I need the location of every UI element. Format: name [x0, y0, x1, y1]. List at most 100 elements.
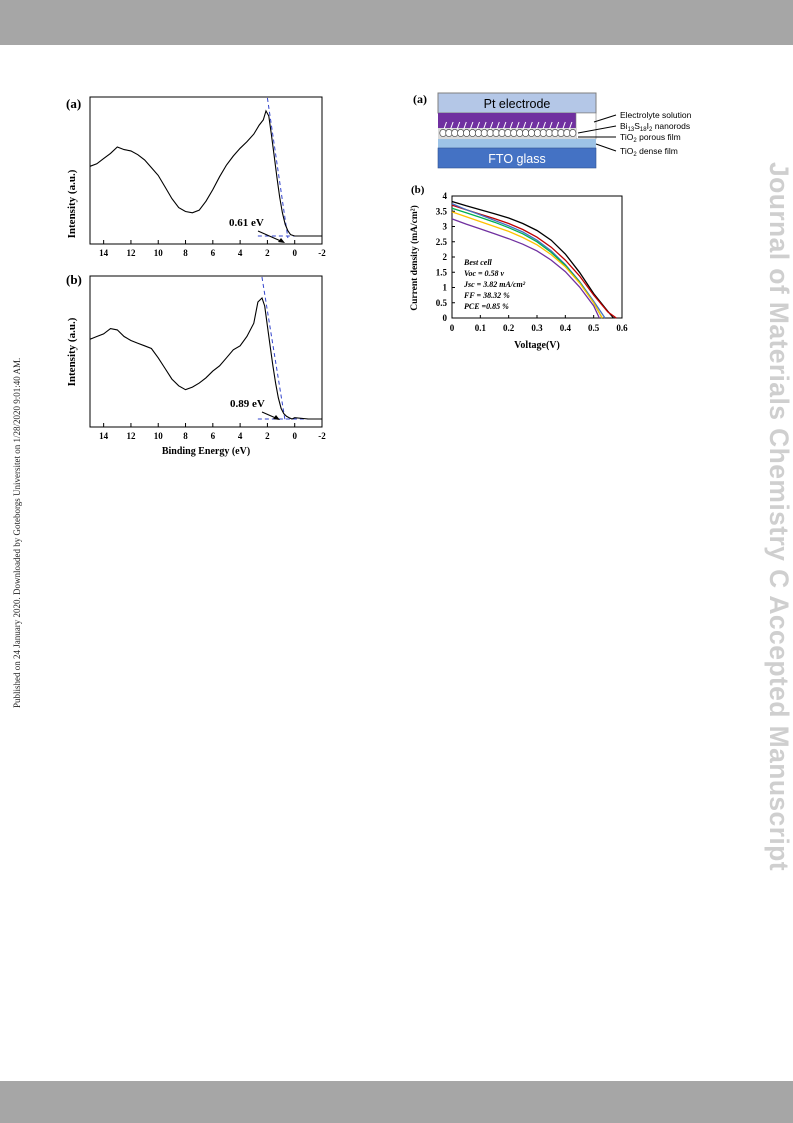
x-tick-label: 6 — [211, 431, 216, 441]
legend-line: Best cell — [463, 258, 493, 267]
callout-electrolyte: Electrolyte solution — [620, 110, 692, 120]
nanorod — [496, 121, 500, 130]
nanorod — [542, 121, 546, 130]
spectrum-line — [89, 296, 322, 420]
nanorod — [562, 121, 566, 130]
plot-frame — [89, 96, 323, 245]
nanorod — [502, 121, 507, 130]
y-tick-label: 1 — [443, 283, 448, 293]
x-tick-label: 6 — [211, 248, 216, 258]
nanoparticle — [439, 129, 447, 137]
nanoparticle-layer — [439, 121, 577, 137]
panel-label: (a) — [413, 92, 427, 106]
nanorod — [555, 121, 560, 130]
y-axis-label: Intensity (a.u.) — [66, 317, 78, 386]
legend: Best cell Voc = 0.58 v Jsc = 3.82 mA/cm²… — [463, 258, 526, 311]
x-axis-label: Binding Energy (eV) — [162, 446, 250, 457]
y-tick-label: 0 — [443, 313, 448, 323]
x-tick-label: 0.3 — [531, 323, 543, 333]
dashed-tangent — [266, 97, 289, 239]
panel-label: (a) — [66, 96, 81, 111]
y-tick-label: 2.5 — [436, 237, 448, 247]
nanoparticle — [510, 129, 518, 137]
x-ticks: 14 12 10 8 6 4 2 0 -2 — [99, 240, 326, 258]
y-axis-label: Current density (mA/cm²) — [409, 205, 420, 311]
nanorod — [456, 121, 461, 130]
fto-glass-label: FTO glass — [488, 152, 545, 166]
x-tick-label: 0.5 — [588, 323, 600, 333]
y-tick-label: 3 — [443, 222, 448, 232]
legend-line: PCE =0.85 % — [464, 302, 509, 311]
y-tick-label: 3.5 — [436, 206, 448, 216]
nanoparticle — [498, 129, 506, 137]
nanoparticle — [492, 129, 500, 137]
y-tick-label: 1.5 — [436, 267, 448, 277]
jv-series-line — [451, 211, 603, 319]
x-tick-label: 10 — [154, 431, 164, 441]
x-ticks: 14 12 10 8 6 4 2 0 -2 — [99, 423, 326, 441]
fto-glass-layer — [437, 147, 597, 169]
nanoparticle — [539, 129, 547, 137]
nanoparticle — [551, 129, 559, 137]
nanorod — [529, 121, 533, 130]
plot-frame — [89, 275, 323, 428]
x-tick-label: 4 — [238, 248, 243, 258]
x-tick-label: -2 — [318, 431, 326, 441]
arrow-head — [273, 415, 280, 420]
x-tick-label: 0 — [292, 248, 297, 258]
nanoparticle — [533, 129, 541, 137]
nanoparticle — [528, 129, 536, 137]
nanoparticle — [557, 129, 565, 137]
dashed-tangent — [261, 276, 286, 422]
x-tick-label: 8 — [183, 248, 188, 258]
nanoparticle — [563, 129, 571, 137]
nanorod — [549, 121, 553, 130]
jv-chart: (b) Current density (mA/cm²) 0 0.1 0.2 0.3 0… — [409, 184, 628, 351]
header-bar — [0, 0, 793, 45]
nanorod — [516, 121, 520, 130]
nanoparticle — [522, 129, 530, 137]
callout-dense: TiO2 dense film — [620, 146, 678, 158]
jv-series-line — [451, 218, 600, 319]
nanorod — [522, 121, 527, 130]
nanorod — [509, 121, 513, 130]
nanoparticle — [545, 129, 553, 137]
callout-nanorods: Bi13S18I2 nanorods — [620, 121, 690, 133]
callout-arrow — [577, 125, 617, 134]
nanoparticle — [463, 129, 471, 137]
nanoparticle — [504, 129, 512, 137]
nanoparticle — [569, 129, 577, 137]
x-tick-label: 14 — [99, 248, 109, 258]
nanoparticle — [468, 129, 476, 137]
callout-porous: TiO2 porous film — [620, 132, 681, 144]
axis-ticks: 0 0.1 0.2 0.3 0.4 0.5 0.6 0 0.5 1 1.5 2 2.5 3 3.5 4 — [436, 191, 628, 333]
y-tick-label: 0.5 — [436, 298, 448, 308]
nanorod — [476, 121, 480, 130]
x-tick-label: -2 — [318, 248, 326, 258]
nanorod — [469, 121, 474, 130]
panel-label: (b) — [66, 272, 82, 287]
nanoparticle — [474, 129, 482, 137]
nanoparticle — [451, 129, 459, 137]
y-axis-label: Intensity (a.u.) — [66, 169, 78, 238]
xps-chart-a: (a) Intensity (a.u.) 14 12 10 8 6 4 2 0 -2 0.61 … — [66, 96, 326, 258]
nanoparticle — [445, 129, 453, 137]
pt-electrode-label: Pt electrode — [484, 97, 551, 111]
x-tick-label: 0.6 — [616, 323, 628, 333]
x-tick-label: 0 — [450, 323, 455, 333]
nanoparticle — [480, 129, 488, 137]
y-tick-label: 2 — [443, 252, 448, 262]
nanoparticle — [486, 129, 494, 137]
x-tick-label: 8 — [183, 431, 188, 441]
publication-note: Published on 24 January 2020. Downloaded… — [12, 357, 22, 708]
nanorod — [463, 121, 467, 130]
arrow-head — [278, 238, 285, 243]
x-tick-label: 0.1 — [475, 323, 487, 333]
nanorod — [535, 121, 540, 130]
journal-watermark: Journal of Materials Chemistry C Accepte… — [764, 162, 793, 871]
x-tick-label: 0.2 — [503, 323, 515, 333]
x-tick-label: 0.4 — [560, 323, 572, 333]
annotation-arrow — [257, 230, 284, 243]
x-tick-label: 12 — [126, 248, 136, 258]
callout-arrow — [593, 114, 617, 123]
